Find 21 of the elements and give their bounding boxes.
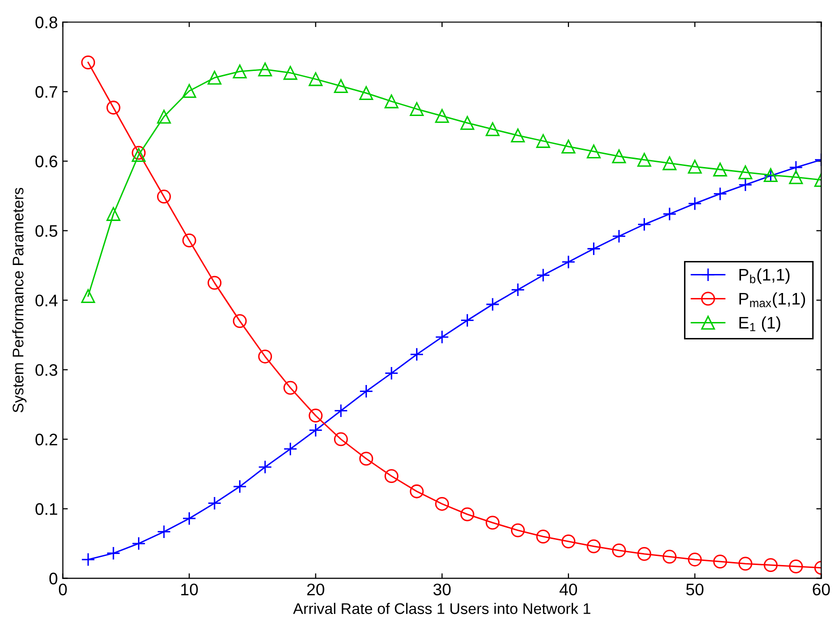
y-tick-label: 0.4 — [35, 294, 58, 306]
x-axis-title: Arrival Rate of Class 1 Users into Network 1 — [293, 602, 590, 614]
y-tick-label: 0.8 — [35, 16, 58, 28]
x-tick-label: 0 — [58, 584, 67, 596]
y-tick-label: 0.6 — [35, 156, 58, 168]
y-tick-label: 0.7 — [35, 86, 58, 98]
legend-label: P$_{b}$(1,1) — [739, 268, 790, 284]
x-tick-label: 10 — [181, 584, 198, 596]
x-tick-label: 30 — [433, 584, 451, 596]
legend-label: P$_{max}$(1,1) — [739, 292, 806, 308]
y-tick-label: 0.2 — [35, 434, 58, 446]
x-tick-label: 60 — [812, 584, 830, 596]
y-tick-label: 0.1 — [35, 503, 58, 515]
x-tick-label: 40 — [560, 584, 578, 596]
y-axis-title: System Performance Parameters — [12, 188, 26, 412]
legend-label: E$_{1}$ (1) — [739, 316, 780, 332]
x-tick-label: 50 — [686, 584, 704, 596]
y-tick-label: 0.5 — [35, 225, 58, 237]
x-tick-label: 20 — [307, 584, 324, 596]
y-tick-label: 0.3 — [35, 364, 58, 376]
y-tick-label: 0 — [49, 572, 58, 584]
